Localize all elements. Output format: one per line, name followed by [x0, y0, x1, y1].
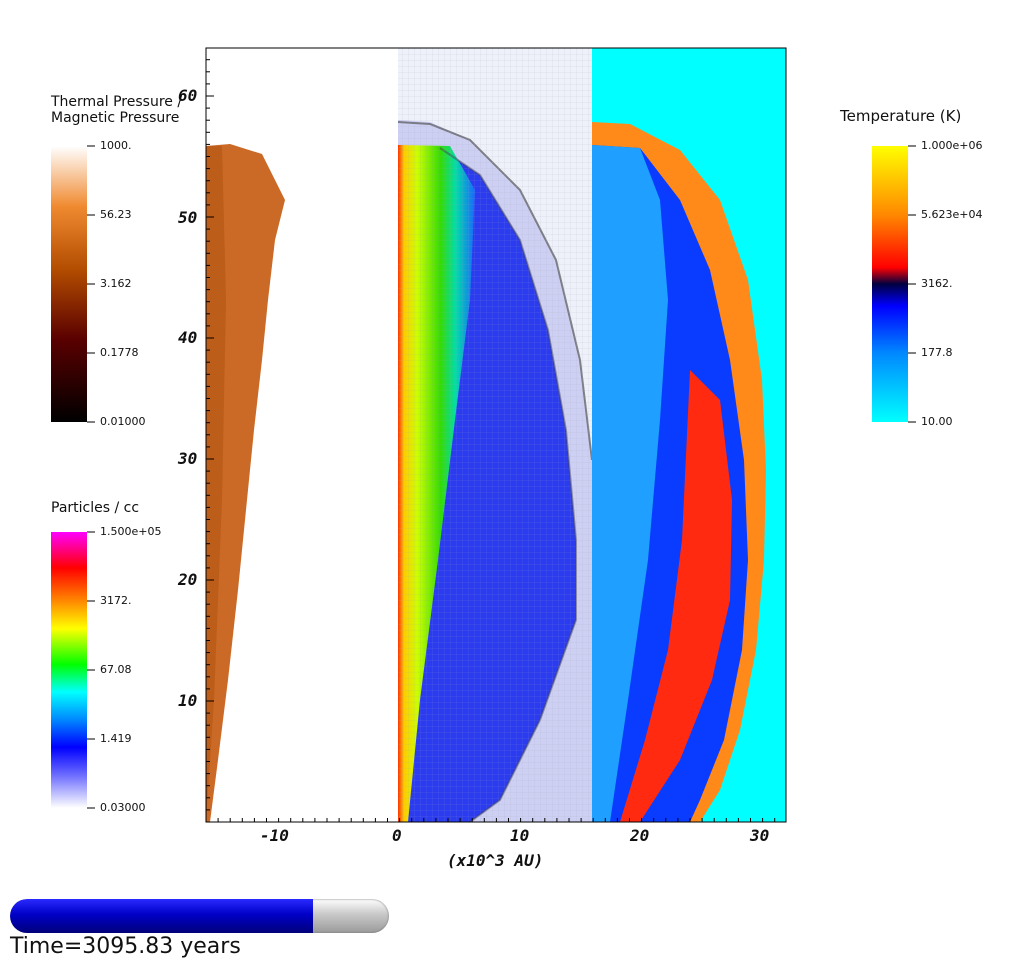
pressure-region-core	[206, 146, 226, 822]
time-progress-fill	[10, 899, 314, 933]
density-colorbar	[51, 532, 87, 808]
x-tick-label: 20	[630, 826, 650, 845]
pressure-tick: 1000.	[100, 139, 132, 152]
y-tick-label: 30	[178, 449, 198, 468]
colorbar-tick-marks	[87, 145, 916, 809]
time-label: Time=3095.83 years	[10, 934, 241, 959]
density-tick: 67.08	[100, 663, 132, 676]
pressure-colorbar-title: Thermal Pressure / Magnetic Pressure	[51, 94, 182, 126]
x-axis-label: (x10^3 AU)	[447, 851, 544, 870]
temperature-jet	[592, 145, 668, 822]
time-progress-bar	[10, 899, 389, 933]
pressure-colorbar	[51, 146, 87, 422]
density-tick: 1.500e+05	[100, 525, 162, 538]
temperature-hot-region	[620, 370, 732, 822]
temperature-tick: 177.8	[921, 346, 953, 359]
pressure-region	[206, 144, 285, 822]
y-tick-label: 20	[178, 570, 198, 589]
temperature-tick: 10.00	[921, 415, 953, 428]
temperature-tick: 1.000e+06	[921, 139, 983, 152]
pressure-tick: 0.01000	[100, 415, 146, 428]
pressure-tick: 3.162	[100, 277, 132, 290]
pressure-title-line1: Thermal Pressure /	[51, 94, 183, 110]
pressure-tick: 56.23	[100, 208, 132, 221]
pressure-tick: 0.1778	[100, 346, 139, 359]
density-tick: 0.03000	[100, 801, 146, 814]
y-tick-label: 10	[178, 691, 198, 710]
y-tick-label: 50	[178, 208, 198, 227]
x-tick-label: 10	[510, 826, 530, 845]
x-tick-label: 0	[392, 826, 402, 845]
x-tick-label: -10	[260, 826, 289, 845]
density-tick: 1.419	[100, 732, 132, 745]
y-tick-label: 40	[178, 328, 198, 347]
y-tick-marks	[206, 59, 214, 823]
density-tick: 3172.	[100, 594, 132, 607]
temperature-tick: 5.623e+04	[921, 208, 983, 221]
temperature-colorbar	[872, 146, 908, 422]
y-tick-label: 60	[178, 86, 198, 105]
density-colorbar-title: Particles / cc	[51, 500, 140, 516]
temperature-colorbar-title: Temperature (K)	[840, 107, 962, 125]
x-tick-label: 30	[750, 826, 770, 845]
x-tick-marks	[205, 818, 776, 822]
pressure-title-line2: Magnetic Pressure	[51, 110, 180, 126]
temperature-tick: 3162.	[921, 277, 953, 290]
amr-grid	[398, 48, 592, 822]
